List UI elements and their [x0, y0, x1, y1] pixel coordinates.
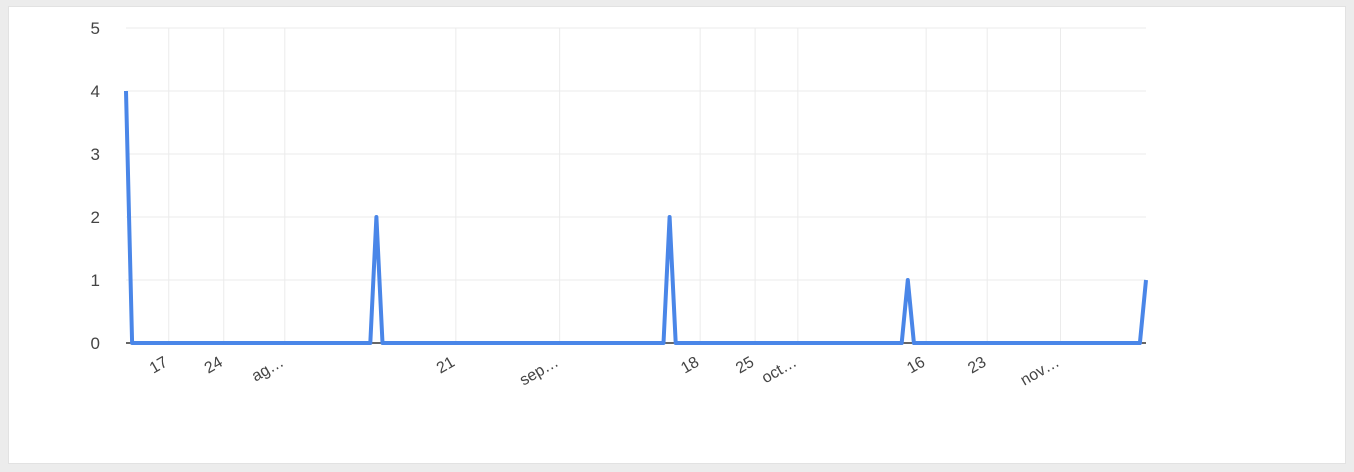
x-tick-label-9: 23 — [965, 354, 989, 378]
x-tick-label-8: 16 — [904, 354, 928, 378]
y-tick-label-1: 1 — [91, 271, 100, 290]
x-tick-label-5: 18 — [678, 354, 702, 378]
x-tick-label-10: nov… — [1018, 354, 1063, 390]
x-tick-label-7: oct… — [759, 354, 800, 387]
series-line — [124, 90, 1148, 345]
chart-panel — [8, 6, 1346, 464]
x-tick-label-0: 17 — [147, 354, 171, 378]
y-axis-ticks: 0 1 2 3 4 5 — [91, 19, 100, 353]
x-tick-label-1: 24 — [202, 354, 226, 378]
y-tick-label-5: 5 — [91, 19, 100, 38]
y-tick-label-2: 2 — [91, 208, 100, 227]
grid-lines — [126, 27, 1146, 344]
x-axis-ticks: 17 24 ag… 21 sep… 18 25 oct… 16 23 nov… — [147, 354, 1063, 390]
x-tick-label-2: ag… — [249, 354, 287, 386]
y-tick-label-3: 3 — [91, 145, 100, 164]
x-tick-label-4: sep… — [517, 354, 562, 390]
x-tick-label-6: 25 — [733, 354, 757, 378]
y-tick-label-0: 0 — [91, 334, 100, 353]
x-tick-label-3: 21 — [434, 354, 458, 378]
y-tick-label-4: 4 — [91, 82, 100, 101]
